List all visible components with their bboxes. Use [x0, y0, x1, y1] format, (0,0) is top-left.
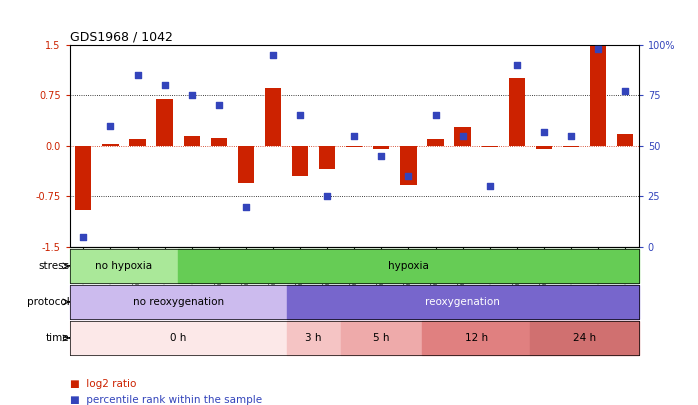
Bar [265, 88, 281, 146]
Bar [530, 321, 639, 355]
Bar [70, 249, 178, 283]
Text: 3 h: 3 h [305, 333, 322, 343]
Text: no reoxygenation: no reoxygenation [133, 297, 224, 307]
Bar [563, 146, 579, 147]
Text: ■  log2 ratio: ■ log2 ratio [70, 379, 136, 388]
Bar [292, 146, 309, 176]
Point [620, 88, 631, 94]
Point [159, 82, 170, 88]
Text: ■  percentile rank within the sample: ■ percentile rank within the sample [70, 395, 262, 405]
Point [240, 203, 251, 210]
Bar [70, 285, 286, 319]
Bar [454, 127, 470, 146]
Point [511, 62, 522, 68]
Text: hypoxia: hypoxia [388, 261, 429, 271]
Point [430, 112, 441, 119]
Text: 12 h: 12 h [465, 333, 488, 343]
Text: reoxygenation: reoxygenation [425, 297, 500, 307]
Text: time: time [45, 333, 69, 343]
Bar [286, 321, 341, 355]
Text: GDS1968 / 1042: GDS1968 / 1042 [70, 30, 172, 43]
Bar [211, 138, 227, 146]
Bar [70, 321, 286, 355]
Bar [238, 146, 254, 183]
Point [267, 51, 279, 58]
Point [403, 173, 414, 179]
Point [213, 102, 224, 109]
Bar [400, 146, 417, 185]
Bar [346, 146, 362, 147]
Point [484, 183, 496, 190]
Point [322, 193, 333, 200]
Point [376, 153, 387, 159]
Bar [156, 98, 172, 146]
Text: stress: stress [38, 261, 69, 271]
Bar [536, 146, 552, 149]
Text: 0 h: 0 h [170, 333, 186, 343]
Point [457, 132, 468, 139]
Bar [617, 134, 633, 146]
Bar [509, 78, 525, 146]
Bar [482, 146, 498, 147]
Bar [178, 249, 639, 283]
Bar [319, 146, 335, 169]
Point [565, 132, 577, 139]
Bar [184, 136, 200, 146]
Text: protocol: protocol [27, 297, 69, 307]
Bar [427, 139, 444, 146]
Bar [129, 139, 146, 146]
Point [593, 45, 604, 52]
Text: 5 h: 5 h [373, 333, 389, 343]
Bar [286, 285, 639, 319]
Point [295, 112, 306, 119]
Bar [590, 46, 606, 146]
Point [538, 128, 549, 135]
Bar [75, 146, 91, 210]
Point [186, 92, 198, 98]
Bar [103, 145, 119, 146]
Bar [341, 321, 422, 355]
Bar [422, 321, 530, 355]
Text: 24 h: 24 h [573, 333, 596, 343]
Text: no hypoxia: no hypoxia [96, 261, 153, 271]
Point [349, 132, 360, 139]
Point [77, 234, 89, 240]
Point [132, 72, 143, 78]
Point [105, 122, 116, 129]
Bar [373, 146, 389, 149]
